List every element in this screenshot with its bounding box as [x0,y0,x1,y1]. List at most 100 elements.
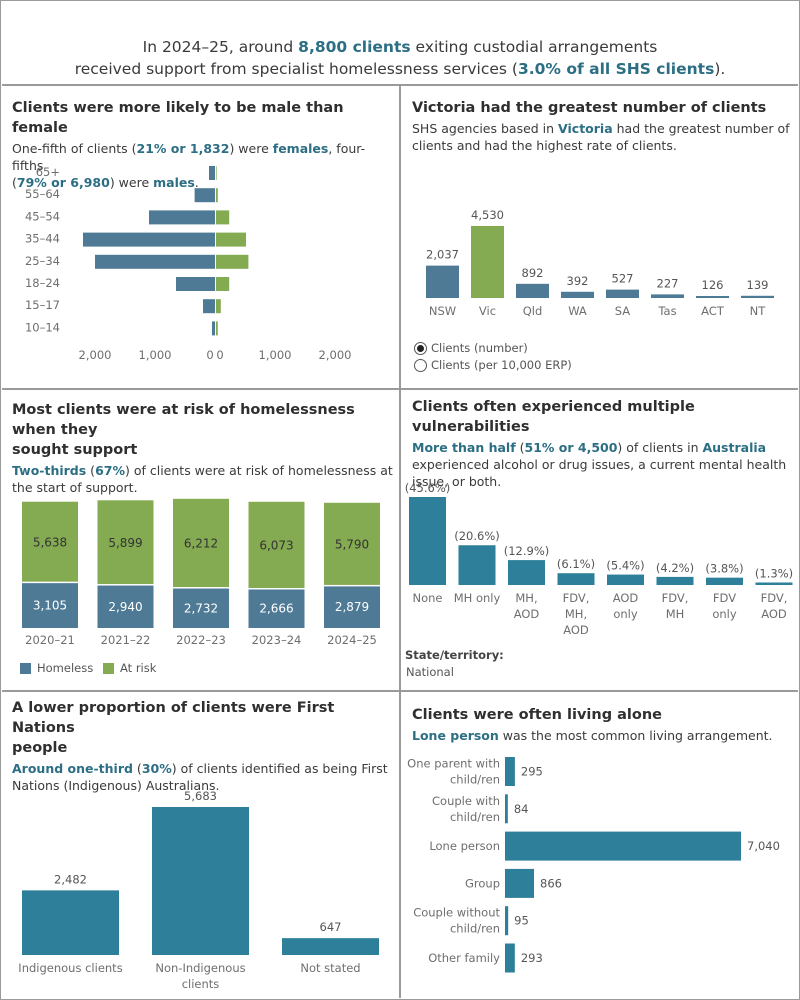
living-axis-label: child/ren [450,773,500,787]
at-risk-bar [97,500,154,585]
vuln-panel-header: Clients often experienced multiple vulne… [412,397,792,490]
living-value-label: 866 [540,876,562,890]
highlight: More than half [412,440,516,455]
tenure-stacked-chart: 3,105 5,638 2020–21 2,940 5,899 2021–22 2,732 6… [22,498,380,647]
highlight: 21% or 1,832 [136,141,230,156]
state-bar [741,295,774,298]
indigenous-value-label: 647 [320,920,342,934]
text: ) of clients were at risk of homelessnes… [124,463,393,478]
vuln-panel-subtitle: More than half (51% or 4,500) of clients… [412,439,792,490]
indigenous-axis-label: Indigenous clients [18,961,122,975]
living-axis-label: One parent with [407,757,500,771]
legend-label: Homeless [37,661,94,675]
radio-unselected-icon[interactable] [414,358,427,372]
living-bar [505,868,535,898]
age-label: 18–24 [25,276,60,290]
legend-at-risk: At risk [103,661,156,675]
text: ( [86,463,96,478]
state-value-label: 892 [522,266,544,280]
living-panel-header: Clients were often living alone Lone per… [412,705,792,744]
homeless-value-label: 3,105 [33,599,67,613]
state-value-label: 2,037 [426,248,459,262]
living-value-label: 84 [514,802,529,816]
indig-panel-header: A lower proportion of clients were First… [12,698,397,794]
indig-panel-subtitle: Around one-third (30%) of clients identi… [12,760,397,794]
radio-label: Clients (per 10,000 ERP) [431,358,572,372]
banner-text: In 2024–25, around [142,38,299,56]
at-risk-bar [22,501,78,582]
legend-label: At risk [120,661,157,675]
radio-label: Clients (number) [431,341,528,355]
vulnerability-value-label: (4.2%) [656,561,694,575]
state-bar-chart: 2,037 NSW 4,530 Vic 892 Qld 392 WA 527 SA 227 Tas 12… [426,208,774,318]
vulnerability-axis-label: AOD [563,623,589,637]
state-axis-label: ACT [701,304,725,318]
text: A lower proportion of clients were First… [12,700,335,736]
state-bar [606,289,639,298]
axis-tick-label: 2,000 [79,348,112,362]
living-axis-label: child/ren [450,922,500,936]
living-bar [505,831,741,861]
vulnerability-axis-label: FDV, [662,591,689,605]
female-bar [216,321,218,336]
banner-text: exiting custodial arrangements [410,38,658,56]
highlight: Around one-third [12,761,133,776]
indigenous-axis-label: Non-Indigenous [155,961,245,975]
homeless-value-label: 2,879 [335,600,369,614]
radio-selected-icon[interactable] [414,341,427,355]
indigenous-bar-chart: 2,482 Indigenous clients 5,683 Non-Indigeno… [18,789,379,991]
state-bar [561,291,594,298]
column-divider [399,86,401,998]
living-bar [505,943,515,973]
state-bar [471,226,504,298]
vulnerability-value-label: (20.6%) [454,529,500,543]
state-panel-subtitle: SHS agencies based in Victoria had the g… [412,120,792,154]
text: , four-fifths [12,141,366,173]
text: SHS agencies based in [412,121,559,136]
male-bar [176,277,215,291]
homeless-bar [248,589,305,628]
vulnerability-bar [656,576,694,585]
vulnerability-axis-label: FDV, [761,591,788,605]
living-bar [505,906,509,936]
banner-text: ). [714,60,726,78]
state-filter-value[interactable]: National [406,665,454,679]
highlight: 67% [95,463,125,478]
year-axis-label: 2020–21 [25,633,75,647]
state-bar [651,294,684,298]
living-value-label: 95 [514,914,529,928]
text: ( [515,440,525,455]
vulnerability-axis-label: MH [666,607,685,621]
radio-clients-number[interactable]: Clients (number) [414,341,528,355]
vulnerability-axis-label: AOD [761,607,787,621]
vulnerability-value-label: (3.8%) [705,562,743,576]
female-bar [216,254,249,269]
filter-label: State/territory: [405,648,504,662]
homeless-bar [173,588,229,628]
indigenous-bar [282,938,379,955]
living-axis-label: child/ren [450,810,500,824]
vulnerability-axis-label: FDV, [563,591,590,605]
vulnerability-bar [607,574,644,585]
vulnerability-bar [409,497,446,585]
vulnerability-value-label: (12.9%) [504,544,550,558]
at-risk-value-label: 6,073 [259,539,293,553]
living-axis-label: Couple with [432,794,500,808]
state-value-label: 392 [567,274,589,288]
vulnerability-bar [755,582,793,585]
text: Most clients were at risk of homelessnes… [12,402,355,438]
living-axis-label: Group [465,876,500,890]
highlight: females [272,141,329,156]
male-bar [212,321,215,336]
highlight: Two-thirds [12,463,87,478]
indigenous-bar [152,807,249,955]
text: ) of clients in [617,440,703,455]
banner-highlight-clients: 8,800 clients [298,38,411,56]
text: sought support [12,442,138,458]
year-axis-label: 2024–25 [327,633,377,647]
highlight: males [153,175,195,190]
axis-tick-label: 2,000 [319,348,352,362]
radio-clients-rate[interactable]: Clients (per 10,000 ERP) [414,358,572,372]
state-value-label: 227 [657,276,679,290]
axis-tick-label: 0 [206,348,213,362]
